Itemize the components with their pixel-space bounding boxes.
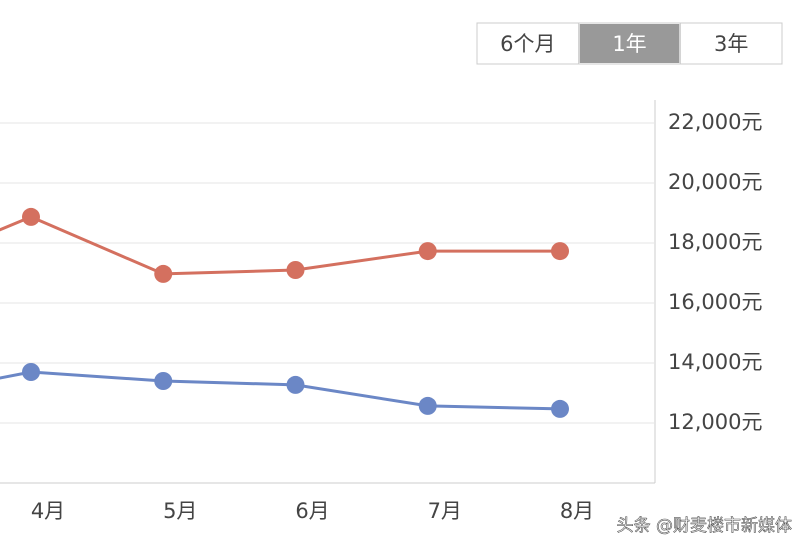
y-tick-label: 18,000元 bbox=[668, 230, 762, 254]
data-point bbox=[22, 363, 40, 381]
y-tick-label: 12,000元 bbox=[668, 410, 762, 434]
x-tick-label: 8月 bbox=[560, 499, 594, 523]
range-button-label[interactable]: 1年 bbox=[612, 32, 646, 56]
range-button-label[interactable]: 3年 bbox=[714, 32, 748, 56]
data-point bbox=[551, 242, 569, 261]
data-point bbox=[551, 399, 569, 418]
data-point bbox=[286, 261, 305, 279]
data-point bbox=[418, 242, 437, 261]
range-button[interactable] bbox=[681, 24, 781, 63]
y-tick-label: 20,000元 bbox=[668, 170, 762, 194]
range-button[interactable] bbox=[579, 24, 680, 63]
range-button-label[interactable]: 6个月 bbox=[500, 32, 555, 56]
range-button[interactable] bbox=[478, 24, 578, 63]
x-tick-label: 4月 bbox=[31, 499, 65, 523]
data-point bbox=[286, 375, 305, 394]
data-point bbox=[154, 372, 173, 390]
watermark: 头条 @财麦楼市新媒体 bbox=[617, 516, 792, 536]
data-point bbox=[418, 396, 437, 415]
y-tick-label: 16,000元 bbox=[668, 290, 762, 314]
series-line bbox=[0, 370, 561, 411]
y-tick-label: 14,000元 bbox=[668, 350, 762, 374]
data-point bbox=[22, 207, 40, 226]
x-tick-label: 5月 bbox=[163, 499, 197, 523]
y-tick-label: 22,000元 bbox=[668, 110, 762, 134]
data-point bbox=[154, 264, 173, 283]
x-tick-label: 7月 bbox=[428, 499, 462, 523]
series-line bbox=[0, 215, 560, 276]
x-tick-label: 6月 bbox=[295, 499, 329, 523]
